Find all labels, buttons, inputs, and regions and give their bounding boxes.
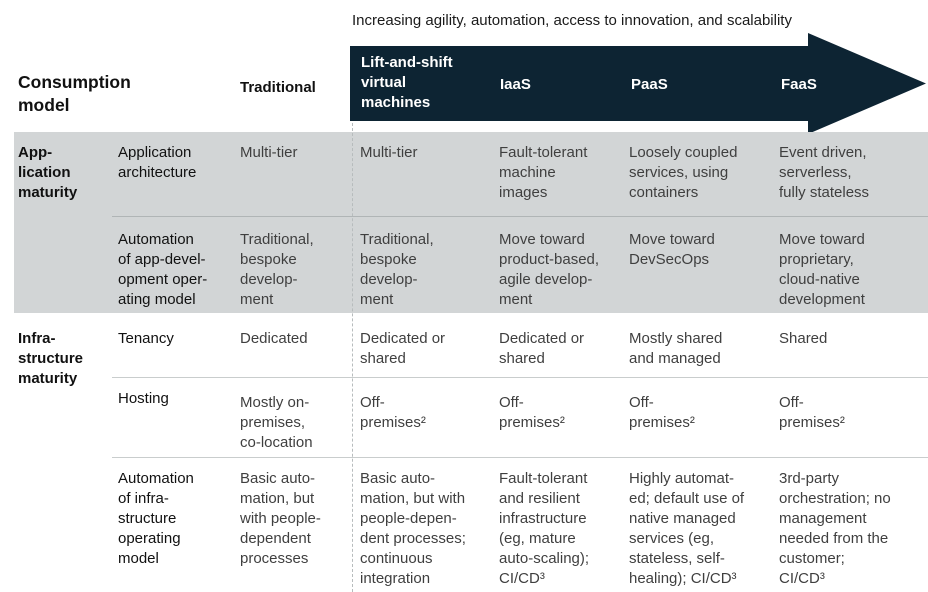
consumption-model-heading: Consumption model xyxy=(18,72,131,115)
cell-lift-and-shift: Basic auto- mation, but with people-depe… xyxy=(360,470,466,587)
row-divider xyxy=(112,216,928,217)
cell-traditional: Dedicated xyxy=(240,330,308,347)
cell-lift-and-shift: Off- premises² xyxy=(360,394,426,431)
row-label-tenancy: Tenancy xyxy=(118,330,174,347)
row-label-app-dev-operating-model: Automation of app-devel- opment oper- at… xyxy=(118,231,208,308)
arrow-col-lift-and-shift: Lift-and-shift virtual machines xyxy=(361,54,453,111)
cell-paas: Mostly shared and managed xyxy=(629,330,723,367)
row-group-label-application-maturity: App- lication maturity xyxy=(18,144,78,201)
flow-caption: Increasing agility, automation, access t… xyxy=(352,12,792,29)
arrow-col-faas: FaaS xyxy=(781,76,817,93)
cell-traditional: Multi-tier xyxy=(240,144,298,161)
cell-faas: 3rd-party orchestration; no management n… xyxy=(779,470,891,587)
application-maturity-band xyxy=(14,132,928,313)
cell-iaas: Fault-tolerant and resilient infrastruct… xyxy=(499,470,590,587)
cell-faas: Move toward proprietary, cloud-native de… xyxy=(779,231,865,308)
row-label-application-architecture: Application architecture xyxy=(118,144,197,181)
row-divider xyxy=(112,457,928,458)
cell-faas: Shared xyxy=(779,330,828,347)
cell-faas: Event driven, serverless, fully stateles… xyxy=(779,144,870,201)
cell-lift-and-shift: Traditional, bespoke develop- ment xyxy=(360,231,434,308)
cell-faas: Off- premises² xyxy=(779,394,845,431)
cell-traditional: Mostly on- premises, co-location xyxy=(240,394,313,451)
column-divider-dashed xyxy=(352,123,353,592)
traditional-column-header: Traditional xyxy=(240,79,316,96)
cell-traditional: Basic auto- mation, but with people- dep… xyxy=(240,470,321,567)
cell-paas: Off- premises² xyxy=(629,394,695,431)
cell-iaas: Fault-tolerant machine images xyxy=(499,144,588,201)
row-label-infra-operating-model: Automation of infra- structure operating… xyxy=(118,470,194,567)
cell-lift-and-shift: Multi-tier xyxy=(360,144,418,161)
cell-paas: Highly automat- ed; default use of nativ… xyxy=(629,470,745,587)
cell-iaas: Move toward product-based, agile develop… xyxy=(499,231,600,308)
cell-iaas: Dedicated or shared xyxy=(499,330,585,367)
flow-arrow xyxy=(350,33,926,134)
cell-iaas: Off- premises² xyxy=(499,394,565,431)
arrow-col-iaas: IaaS xyxy=(500,76,531,93)
cell-traditional: Traditional, bespoke develop- ment xyxy=(240,231,314,308)
cell-lift-and-shift: Dedicated or shared xyxy=(360,330,446,367)
row-divider xyxy=(112,377,928,378)
row-label-hosting: Hosting xyxy=(118,390,169,407)
flow-arrow-shape xyxy=(350,33,926,134)
row-group-label-infrastructure-maturity: Infra- structure maturity xyxy=(18,330,84,387)
cell-paas: Move toward DevSecOps xyxy=(629,231,715,268)
cell-paas: Loosely coupled services, using containe… xyxy=(629,144,738,201)
arrow-col-paas: PaaS xyxy=(631,76,668,93)
